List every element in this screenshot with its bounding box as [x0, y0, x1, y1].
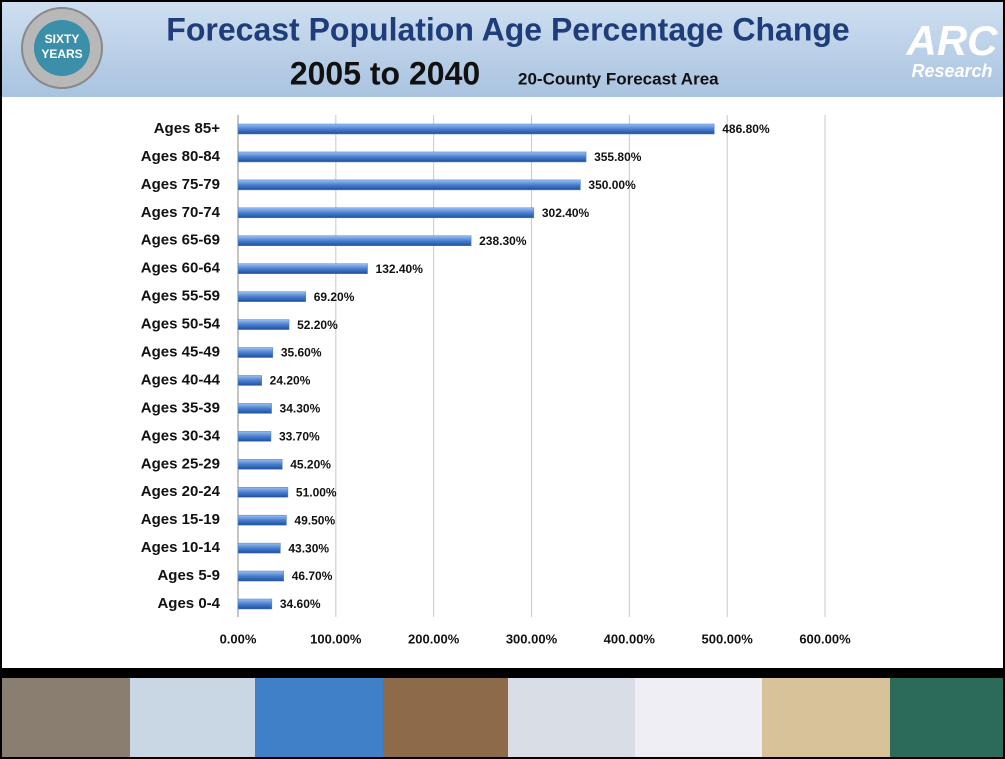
y-tick-label: Ages 10-14 — [141, 539, 221, 556]
value-label: 34.60% — [280, 597, 321, 611]
bar — [237, 179, 581, 191]
value-label: 33.70% — [279, 430, 320, 444]
x-tick-label: 300.00% — [506, 631, 558, 646]
y-tick-label: Ages 20-24 — [141, 483, 221, 500]
value-label: 132.40% — [376, 262, 424, 276]
bar — [237, 151, 587, 163]
bar — [237, 291, 306, 302]
y-tick-label: Ages 45-49 — [141, 343, 220, 360]
x-tick-label: 600.00% — [799, 631, 851, 646]
x-tick-label: 200.00% — [408, 631, 460, 646]
value-label: 35.60% — [281, 346, 322, 360]
y-tick-label: Ages 40-44 — [141, 371, 221, 388]
header-band — [0, 0, 1005, 97]
y-tick-label: Ages 50-54 — [141, 316, 221, 333]
bar — [237, 514, 287, 526]
value-label: 46.70% — [292, 569, 333, 583]
bar — [237, 123, 715, 135]
bar — [237, 542, 281, 554]
divider — [0, 668, 1005, 678]
y-tick-label: Ages 5-9 — [157, 567, 220, 584]
bar — [237, 235, 472, 247]
y-tick-label: Ages 0-4 — [157, 595, 220, 612]
x-tick-label: 500.00% — [702, 631, 754, 646]
y-tick-label: Ages 25-29 — [141, 455, 220, 472]
value-label: 45.20% — [290, 457, 331, 471]
y-tick-label: Ages 55-59 — [141, 288, 220, 305]
x-tick-label: 400.00% — [604, 631, 656, 646]
value-label: 355.80% — [594, 150, 642, 164]
y-tick-label: Ages 80-84 — [141, 148, 221, 165]
value-label: 49.50% — [294, 513, 335, 527]
value-label: 43.30% — [288, 541, 329, 555]
value-label: 51.00% — [296, 485, 337, 499]
value-label: 52.20% — [297, 318, 338, 332]
value-label: 302.40% — [542, 206, 590, 220]
bar — [237, 347, 274, 358]
bar — [237, 263, 368, 274]
value-label: 69.20% — [314, 290, 355, 304]
value-label: 350.00% — [588, 178, 636, 192]
y-tick-label: Ages 30-34 — [141, 427, 221, 444]
bar — [237, 598, 273, 610]
y-tick-label: Ages 60-64 — [141, 260, 221, 277]
y-tick-label: Ages 85+ — [154, 120, 221, 137]
logo-sub: Research — [911, 61, 992, 81]
y-tick-label: Ages 15-19 — [141, 511, 220, 528]
title-line2: 2005 to 2040 — [290, 55, 480, 91]
bar — [237, 375, 262, 386]
y-tick-label: Ages 70-74 — [141, 204, 221, 221]
bar — [237, 459, 283, 470]
y-tick-label: Ages 35-39 — [141, 399, 220, 416]
x-tick-label: 0.00% — [220, 631, 257, 646]
badge-text: YEARS — [41, 47, 82, 61]
value-label: 238.30% — [479, 234, 527, 248]
y-tick-label: Ages 65-69 — [141, 232, 220, 249]
bar — [237, 207, 535, 219]
bar — [237, 431, 272, 442]
value-label: 486.80% — [722, 122, 770, 136]
value-label: 24.20% — [270, 374, 311, 388]
title: Forecast Population Age Percentage Chang… — [166, 11, 849, 47]
bar — [237, 403, 272, 414]
y-tick-label: Ages 75-79 — [141, 176, 220, 193]
bar — [237, 570, 284, 582]
bar — [237, 486, 289, 498]
logo: ARC — [906, 17, 999, 64]
subtitle: 20-County Forecast Area — [518, 69, 719, 88]
badge: SIXTY YEARS — [21, 7, 103, 89]
badge-text: SIXTY — [45, 32, 80, 46]
photo-strip — [0, 678, 1005, 759]
x-tick-label: 100.00% — [310, 631, 362, 646]
value-label: 34.30% — [280, 402, 321, 416]
bar — [237, 319, 290, 330]
